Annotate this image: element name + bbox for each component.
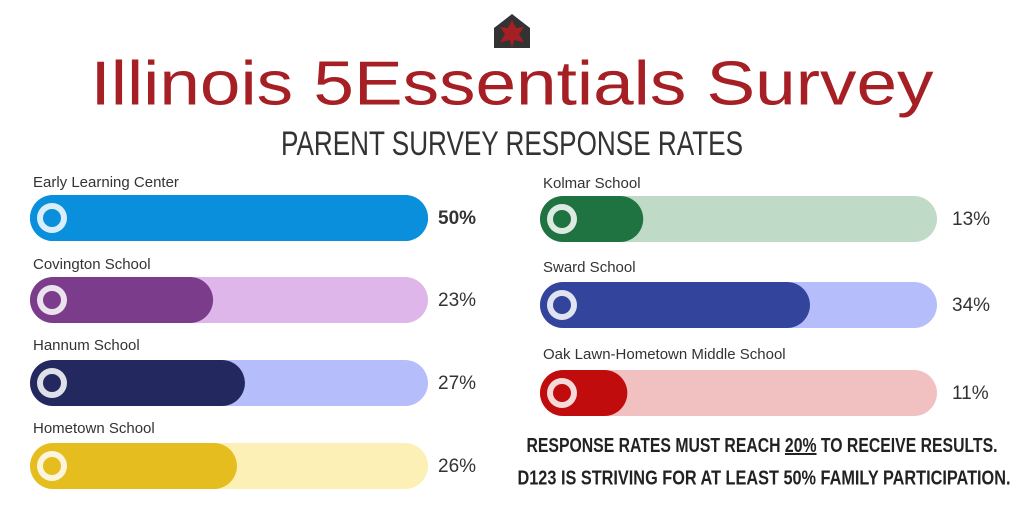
value-label: 50% [438, 208, 476, 229]
mascot-icon-inner [43, 374, 61, 392]
subtitle: PARENT SURVEY RESPONSE RATES [281, 125, 743, 163]
bar-label: Kolmar School [543, 175, 641, 192]
note-emphasis: 20% [785, 435, 817, 457]
mascot-icon-inner [553, 210, 571, 228]
note-part: RESPONSE RATES MUST REACH [527, 435, 785, 457]
bar [30, 195, 428, 241]
value-label: 13% [952, 209, 990, 230]
bar-label: Oak Lawn-Hometown Middle School [543, 346, 786, 363]
bar-track [540, 370, 937, 416]
mascot-icon-inner [553, 384, 571, 402]
mascot-icon-inner [43, 291, 61, 309]
title: Illinois 5Essentials Survey [91, 49, 934, 118]
value-label: 26% [438, 456, 476, 477]
logo [494, 14, 530, 48]
value-label: 23% [438, 290, 476, 311]
bar-label: Hannum School [33, 337, 140, 354]
bar-label: Covington School [33, 256, 151, 273]
bar [540, 282, 810, 328]
value-label: 34% [952, 295, 990, 316]
note-part: TO RECEIVE RESULTS. [817, 435, 998, 457]
bar-label: Hometown School [33, 420, 155, 437]
mascot-icon-inner [553, 296, 571, 314]
note: RESPONSE RATES MUST REACH 20% TO RECEIVE… [527, 435, 998, 457]
mascot-icon-inner [43, 457, 61, 475]
note: D123 IS STRIVING FOR AT LEAST 50% FAMILY… [518, 467, 1011, 489]
bar-label: Sward School [543, 259, 636, 276]
bar-label: Early Learning Center [33, 174, 179, 191]
value-label: 27% [438, 373, 476, 394]
bar [30, 277, 214, 323]
bar [30, 443, 237, 489]
mascot-icon-inner [43, 209, 61, 227]
value-label: 11% [952, 383, 989, 404]
bar [30, 360, 245, 406]
